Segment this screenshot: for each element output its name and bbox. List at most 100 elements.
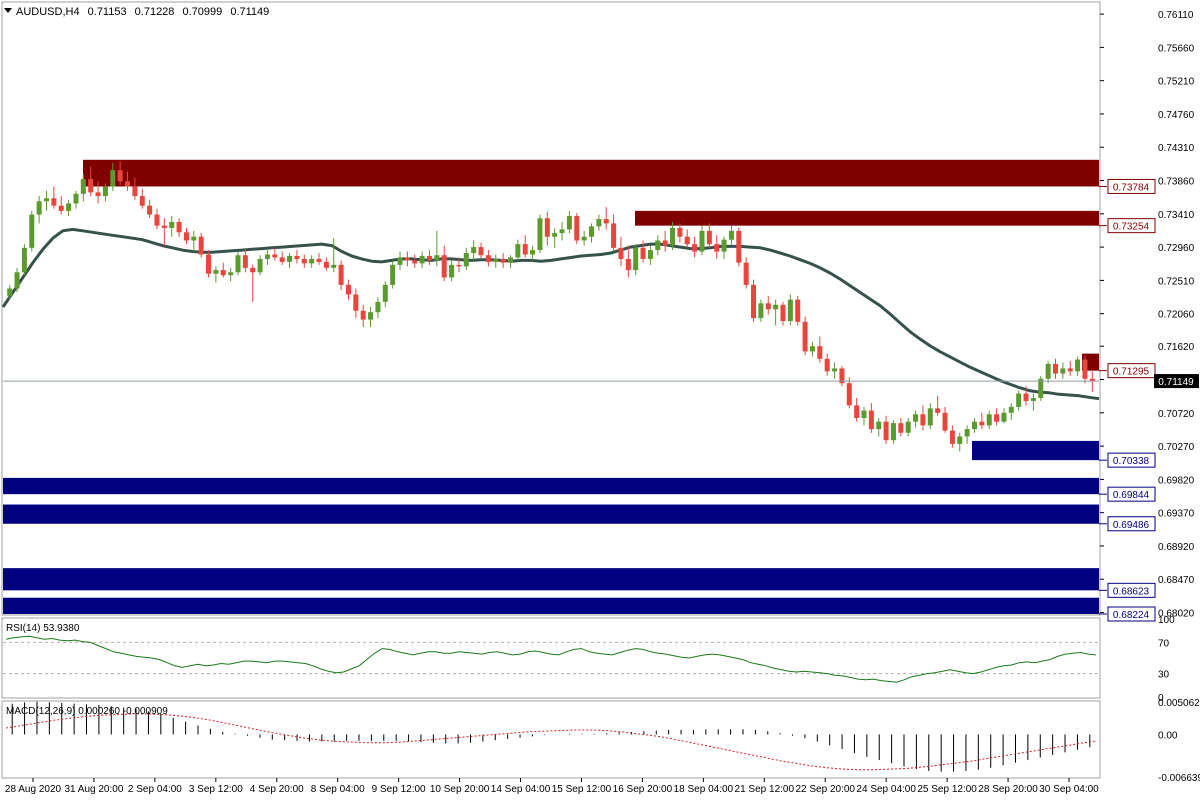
candle-body: [905, 421, 911, 433]
candle-body: [51, 198, 57, 206]
rsi-layer: 100 70 30 0: [3, 615, 1175, 704]
candle-body: [522, 244, 528, 255]
price-tick-label: 0.72960: [1158, 243, 1195, 254]
candle-body: [272, 254, 278, 258]
macd-signal-line: [5, 713, 1097, 771]
candle-body: [419, 255, 425, 264]
candle-body: [485, 255, 491, 262]
candle-body: [957, 436, 963, 444]
candle-body: [876, 421, 882, 430]
macd-label: MACD(12,26,9) 0.000260 -0.000909: [6, 706, 168, 717]
time-tick-label: 15 Sep 12:00: [552, 784, 612, 795]
candle-body: [1023, 393, 1029, 401]
chart-header: AUDUSD,H4 0.71153 0.71228 0.70999 0.7114…: [16, 6, 269, 18]
candle-body: [795, 299, 801, 322]
candle-body: [979, 421, 985, 426]
candle-body: [839, 368, 845, 384]
candle-body: [242, 255, 248, 268]
candle-body: [530, 250, 536, 255]
candle-body: [264, 254, 270, 259]
time-tick-label: 18 Sep 04:00: [674, 784, 734, 795]
candle-body: [478, 247, 484, 256]
candle-body: [456, 264, 462, 267]
candle-body: [611, 223, 617, 248]
candle-body: [139, 196, 145, 206]
time-tick-label: 25 Sep 12:00: [917, 784, 977, 795]
candle-body: [596, 218, 602, 227]
candle-body: [228, 272, 234, 276]
candle-body: [935, 408, 941, 413]
candle-body: [125, 181, 131, 187]
candle-body: [736, 230, 742, 263]
time-tick-label: 22 Sep 20:00: [795, 784, 855, 795]
candle-body: [375, 301, 381, 313]
candle-body: [309, 258, 315, 264]
candle-body: [1067, 368, 1073, 372]
candle-body: [603, 218, 609, 224]
price-tick-label: 0.75210: [1158, 77, 1195, 88]
price-tick-label: 0.76110: [1158, 10, 1194, 21]
candle-body: [949, 430, 955, 444]
candle-body: [7, 288, 13, 296]
candle-body: [95, 192, 101, 197]
candle-body: [1008, 406, 1014, 413]
candle-body: [250, 267, 256, 273]
candle-body: [213, 270, 219, 274]
support-zone-3: [3, 568, 1099, 591]
support-zone-2: [3, 504, 1099, 524]
macd-panel[interactable]: [1, 700, 1101, 779]
candle-body: [751, 284, 757, 319]
candle-body: [684, 236, 690, 245]
candle-body: [986, 414, 992, 426]
candle-body: [647, 250, 653, 259]
candle-body: [132, 186, 138, 197]
rsi-level-label: 70: [1158, 638, 1170, 649]
candle-body: [699, 230, 705, 252]
candle-body: [73, 193, 79, 204]
support-zone-0: [972, 440, 1099, 461]
price-tick-label: 0.68920: [1158, 542, 1195, 553]
candle-body: [353, 294, 359, 311]
candle-body: [559, 229, 565, 234]
support-zone-label-4: 0.68224: [1113, 610, 1150, 621]
candle-body: [787, 299, 793, 322]
candle-body: [714, 244, 720, 252]
current-price-box: [1154, 374, 1199, 389]
candle-body: [279, 257, 285, 262]
candle-body: [817, 346, 823, 359]
support-zone-4: [3, 597, 1099, 614]
candle-body: [773, 304, 779, 310]
candles-layer: [7, 161, 1095, 452]
collapse-arrow-icon[interactable]: [4, 8, 12, 13]
candle-body: [633, 247, 639, 271]
resistance-zone-label-box-2: [1107, 363, 1156, 379]
candle-body: [1082, 359, 1088, 379]
price-tick-label: 0.68020: [1158, 609, 1195, 620]
candle-body: [920, 414, 926, 426]
price-tick-label: 0.73860: [1158, 177, 1195, 188]
candle-body: [110, 170, 116, 187]
candle-body: [176, 221, 182, 233]
rsi-label: RSI(14) 53.9380: [6, 623, 80, 634]
time-tick-label: 2 Sep 04:00: [128, 784, 182, 795]
candle-body: [338, 264, 344, 285]
candle-body: [117, 170, 123, 182]
rsi-panel[interactable]: [1, 617, 1101, 699]
candle-body: [294, 255, 300, 259]
candle-body: [898, 423, 904, 433]
candle-body: [765, 303, 771, 310]
price-tick-label: 0.70720: [1158, 409, 1195, 420]
candle-body: [220, 270, 226, 276]
rsi-level-label: 100: [1158, 615, 1175, 626]
support-zone-label-box-0: [1107, 452, 1156, 468]
candle-body: [183, 232, 189, 241]
candle-body: [198, 236, 204, 255]
candle-body: [21, 247, 27, 273]
candle-body: [728, 230, 734, 240]
candle-body: [1089, 378, 1095, 381]
chart-title: AUDUSD,H4: [16, 6, 80, 18]
candle-body: [581, 236, 587, 241]
support-zone-label-2: 0.69486: [1113, 520, 1150, 531]
candle-body: [824, 358, 830, 372]
